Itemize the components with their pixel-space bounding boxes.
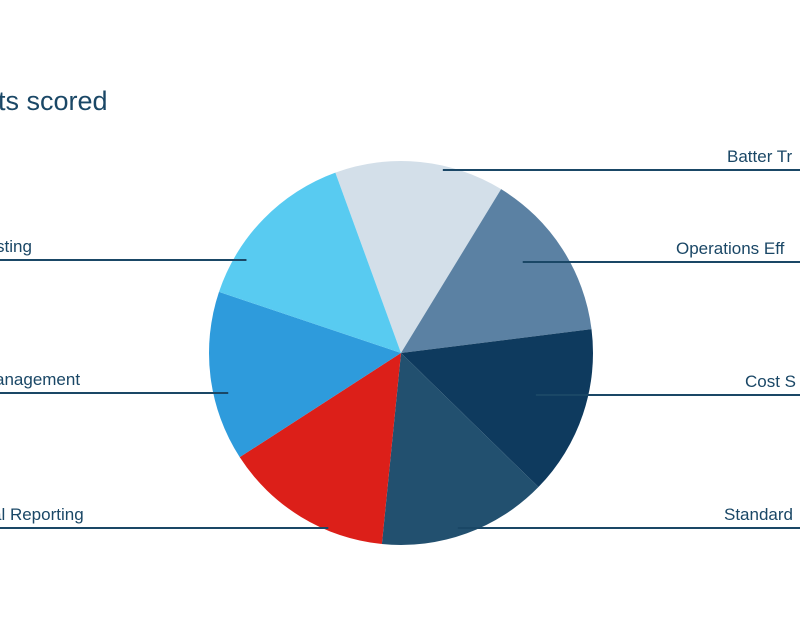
chart-title: ts scored [0,86,108,116]
pie-slice-7 [219,172,401,353]
pie-slice-5 [239,353,401,545]
slice-label-6: anagement [0,370,80,389]
pie-slice-3 [401,329,593,488]
pie-slice-1 [335,160,502,353]
pie-slices [209,160,593,546]
callout-leaders [0,169,800,529]
pie-slice-6 [209,291,401,458]
slice-label-3: Cost S [745,372,796,391]
pie-slice-4 [381,353,539,546]
slice-label-5: al Reporting [0,505,84,524]
slice-label-1: Batter Tr [727,147,793,166]
slice-label-7: sting [0,237,32,256]
slice-label-4: Standard [724,505,793,524]
pie-slice-2 [401,189,592,353]
slice-label-2: Operations Eff [676,239,785,258]
callout-labels: Batter Tr Operations Eff Cost S Standard al … [0,147,796,524]
